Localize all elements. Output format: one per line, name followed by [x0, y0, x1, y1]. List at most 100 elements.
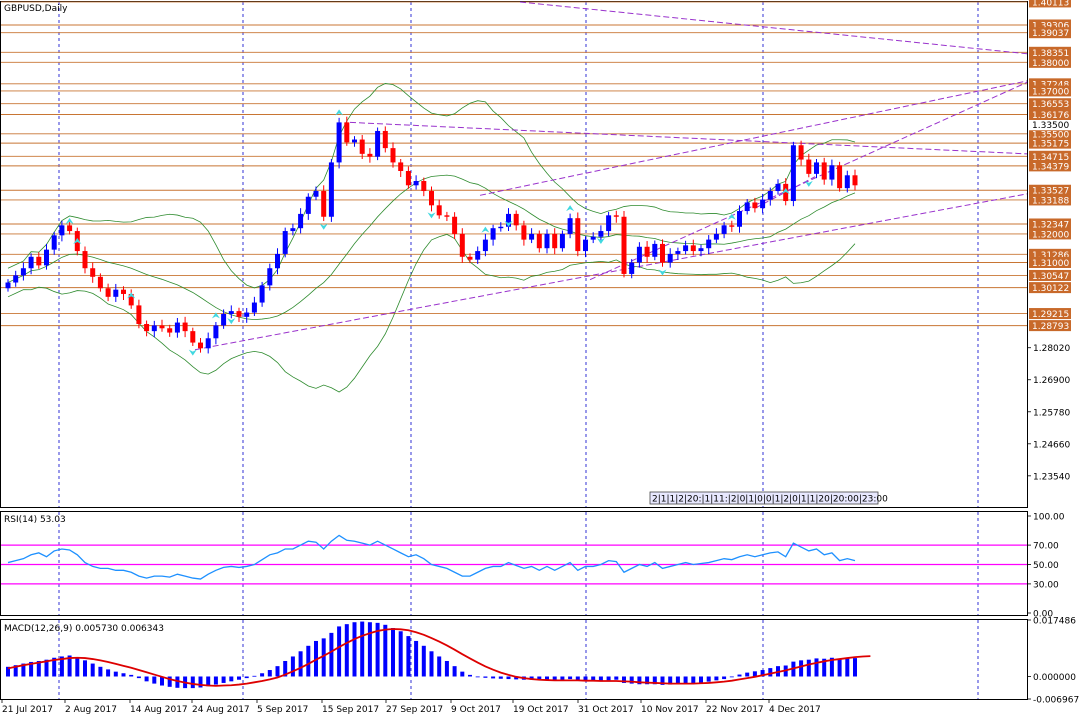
macd-histogram-bar	[645, 676, 650, 685]
macd-histogram-bar	[575, 676, 580, 681]
level-tag-label: 1.32347	[1032, 220, 1069, 230]
macd-histogram-bar	[175, 676, 180, 688]
fractal-up-marker	[73, 238, 82, 245]
rsi-panel-frame	[0, 511, 1028, 616]
level-tag-label: 1.35500	[1032, 130, 1069, 140]
candle-up	[228, 311, 234, 314]
macd-histogram-bar	[206, 676, 211, 687]
candle-down	[421, 181, 427, 192]
macd-histogram-bar	[768, 668, 773, 677]
macd-histogram-bar	[283, 660, 288, 677]
candle-up	[767, 191, 773, 200]
macd-histogram-bar	[598, 676, 603, 682]
candle-up	[313, 191, 319, 197]
macd-histogram-bar	[52, 657, 57, 677]
macd-histogram-bar	[13, 665, 18, 677]
candle-up	[598, 231, 604, 237]
bollinger-upper	[7, 83, 856, 289]
fractal-up-marker	[211, 312, 220, 319]
level-tag-label: 1.34379	[1032, 162, 1069, 172]
fractal-down-marker	[319, 223, 328, 230]
macd-histogram-bar	[722, 676, 727, 680]
fractal-up-marker	[781, 188, 790, 195]
candle-down	[382, 130, 388, 149]
trendline	[479, 80, 1028, 196]
trendline	[589, 81, 1028, 281]
rsi-tick-label: 50.00	[1033, 561, 1059, 571]
macd-histogram-bar	[337, 626, 342, 677]
candle-up	[213, 325, 219, 339]
level-tag	[1029, 0, 1071, 8]
candle-up	[28, 256, 34, 269]
macd-histogram-bar	[699, 676, 703, 683]
time-tick-label: 5 Sep 2017	[257, 705, 308, 715]
macd-histogram-bar	[198, 676, 203, 688]
macd-histogram-bar	[321, 638, 326, 677]
macd-histogram-bar	[737, 674, 742, 677]
level-tag-label: 1.38000	[1032, 59, 1069, 69]
candle-up	[20, 268, 26, 276]
candle-down	[821, 162, 827, 180]
level-tag	[1029, 19, 1071, 31]
trendline	[194, 193, 1028, 351]
bollinger-bands	[7, 83, 856, 393]
level-tag	[1029, 184, 1071, 196]
macd-histogram-bar	[660, 676, 665, 685]
macd-histogram-bar	[799, 660, 804, 677]
candle-down	[82, 251, 88, 269]
candle-down	[398, 162, 404, 172]
rsi-tick-label: 70.00	[1033, 542, 1059, 552]
rsi-tick-label: 100.00	[1033, 513, 1065, 523]
macd-histogram-bar	[229, 676, 234, 682]
fractal-down-marker	[188, 349, 197, 356]
macd-histogram-bar	[414, 640, 419, 677]
candle-down	[798, 145, 804, 160]
macd-histogram-bar	[806, 659, 811, 677]
macd-histogram-bar	[637, 676, 642, 685]
fractal-up-marker	[127, 292, 136, 299]
candle-up	[13, 275, 19, 283]
macd-histogram-bar	[213, 676, 218, 685]
macd-histogram-bar	[144, 676, 149, 682]
macd-histogram-bar	[475, 676, 480, 678]
macd-histogram-bar	[90, 663, 95, 677]
candle-down	[359, 139, 365, 154]
candle-up	[636, 246, 642, 263]
macd-histogram-bar	[391, 628, 395, 677]
macd-histogram-bar	[367, 622, 372, 677]
candle-up	[675, 251, 681, 254]
trendlines	[194, 1, 1028, 351]
level-tag	[1029, 257, 1071, 269]
macd-histogram-bar	[67, 655, 72, 677]
level-tag-label: 1.37000	[1032, 87, 1069, 97]
candle-up	[760, 199, 766, 209]
candle-up	[336, 122, 342, 163]
bollinger-middle	[7, 174, 856, 321]
macd-histogram-bar	[529, 676, 534, 680]
macd-histogram-bar	[244, 676, 249, 679]
price-tick-label: 1.24660	[1033, 440, 1070, 450]
candle-up	[267, 268, 273, 286]
candle-up	[259, 285, 265, 303]
candle-up	[151, 325, 157, 332]
candle-up	[352, 139, 357, 143]
macd-histogram-bar	[760, 670, 765, 677]
fractal-down-marker	[658, 269, 667, 276]
candle-down	[97, 276, 103, 289]
candle-down	[552, 233, 558, 249]
candle-up	[174, 322, 180, 333]
candle-up	[328, 162, 334, 217]
price-tick-label: 1.25780	[1033, 408, 1070, 418]
level-tag	[1029, 269, 1071, 281]
candle-up	[744, 202, 750, 212]
level-tag-label: 1.39306	[1032, 21, 1069, 31]
macd-histogram-bar	[136, 676, 141, 679]
level-tag-label: 1.31000	[1032, 259, 1069, 269]
macd-histogram-bar	[398, 631, 403, 677]
macd-tick-label: -0.006967	[1033, 696, 1079, 706]
macd-histogram-bar	[429, 651, 434, 677]
candle-up	[629, 262, 635, 274]
macd-histogram-bar	[221, 676, 226, 683]
macd-histogram-bar	[106, 669, 111, 677]
